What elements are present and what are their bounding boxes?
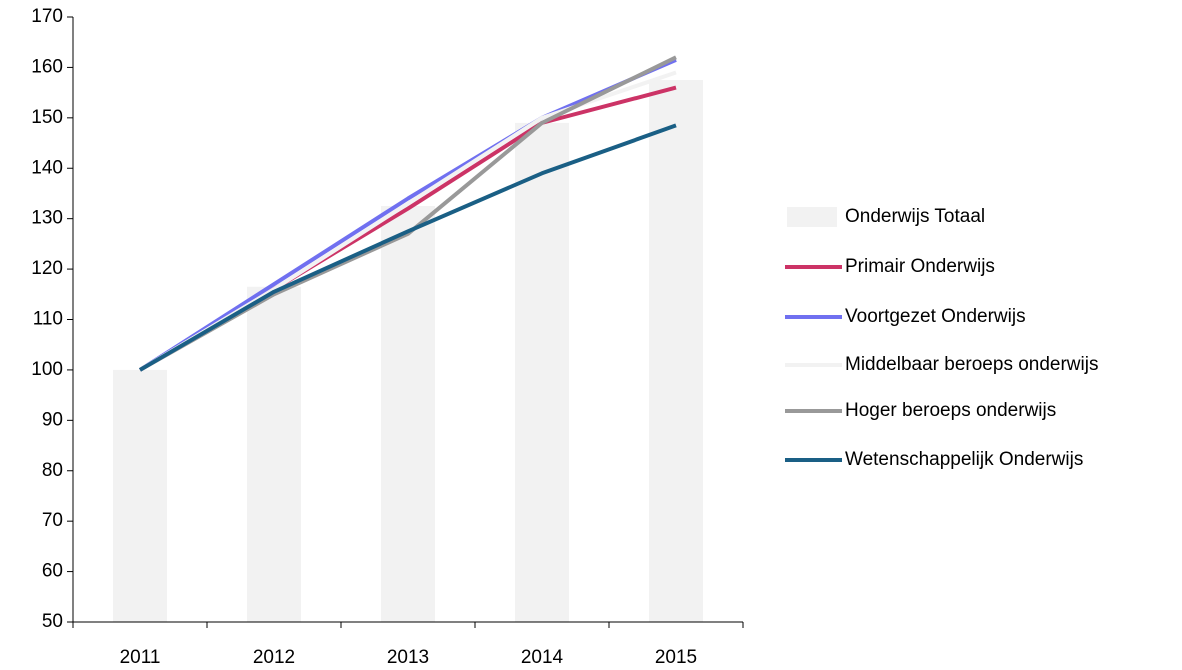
y-tick-label: 100 bbox=[31, 359, 63, 380]
legend-swatch bbox=[787, 207, 837, 227]
y-tick-label: 140 bbox=[31, 157, 63, 178]
y-tick-label: 150 bbox=[31, 107, 63, 128]
y-tick-label: 160 bbox=[31, 56, 63, 77]
legend-label: Primair Onderwijs bbox=[845, 256, 995, 277]
bar bbox=[381, 206, 435, 622]
x-tick-label: 2013 bbox=[387, 647, 429, 668]
legend-label: Middelbaar beroeps onderwijs bbox=[845, 354, 1098, 375]
x-tick-label: 2012 bbox=[253, 647, 295, 668]
bar bbox=[515, 122, 569, 622]
y-tick-label: 60 bbox=[42, 561, 63, 582]
line-series bbox=[138, 123, 677, 372]
legend-label: Hoger beroeps onderwijs bbox=[845, 400, 1056, 421]
y-tick-label: 170 bbox=[31, 6, 63, 27]
x-tick-label: 2014 bbox=[521, 647, 564, 668]
y-tick-label: 80 bbox=[42, 460, 63, 481]
x-tick-label: 2011 bbox=[120, 647, 161, 668]
y-tick-label: 120 bbox=[31, 258, 63, 279]
legend-label: Voortgezet Onderwijs bbox=[845, 306, 1026, 327]
x-tick-label: 2015 bbox=[655, 647, 697, 668]
y-tick-label: 50 bbox=[42, 611, 63, 632]
y-tick-label: 110 bbox=[33, 309, 63, 330]
bar bbox=[247, 286, 301, 622]
bar bbox=[649, 80, 703, 623]
bar bbox=[113, 369, 167, 622]
y-tick-label: 130 bbox=[31, 208, 63, 229]
y-tick-label: 70 bbox=[42, 510, 63, 531]
line-series bbox=[138, 58, 677, 372]
legend-label: Wetenschappelijk Onderwijs bbox=[845, 449, 1083, 470]
y-tick-label: 90 bbox=[42, 409, 63, 430]
legend-label: Onderwijs Totaal bbox=[845, 206, 985, 227]
